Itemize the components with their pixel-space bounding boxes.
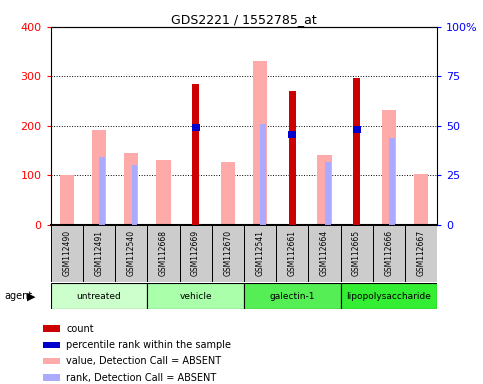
Text: GSM112491: GSM112491 — [95, 230, 103, 276]
Text: agent: agent — [5, 291, 33, 301]
Bar — [382, 110, 396, 225]
Bar — [221, 162, 235, 225]
Text: percentile rank within the sample: percentile rank within the sample — [66, 340, 231, 350]
Bar — [414, 174, 428, 225]
Bar — [253, 61, 267, 225]
Bar — [124, 153, 139, 225]
Bar — [276, 225, 308, 282]
Bar — [317, 156, 332, 225]
Bar — [51, 283, 147, 309]
Bar — [43, 374, 60, 381]
Text: GSM112664: GSM112664 — [320, 230, 329, 276]
Bar — [51, 225, 83, 282]
Bar — [147, 283, 244, 309]
Bar — [192, 124, 199, 131]
Bar — [43, 342, 60, 348]
Bar — [289, 91, 296, 225]
Bar — [131, 166, 137, 225]
Bar — [353, 126, 360, 133]
Bar — [192, 84, 199, 225]
Text: GSM112669: GSM112669 — [191, 230, 200, 276]
Bar — [99, 157, 105, 225]
Bar — [244, 283, 341, 309]
Bar — [353, 78, 360, 225]
Text: GSM112667: GSM112667 — [416, 230, 426, 276]
Bar — [92, 130, 106, 225]
Text: vehicle: vehicle — [179, 291, 212, 301]
Bar — [244, 225, 276, 282]
Bar — [260, 124, 266, 225]
Bar — [341, 225, 373, 282]
Bar — [180, 225, 212, 282]
Bar — [288, 131, 296, 138]
Text: galectin-1: galectin-1 — [270, 291, 315, 301]
Bar — [325, 162, 330, 225]
Text: GSM112665: GSM112665 — [352, 230, 361, 276]
Bar — [147, 225, 180, 282]
Bar — [405, 225, 437, 282]
Text: count: count — [66, 324, 94, 334]
Text: lipopolysaccharide: lipopolysaccharide — [346, 291, 431, 301]
Text: GSM112668: GSM112668 — [159, 230, 168, 276]
Bar — [83, 225, 115, 282]
Title: GDS2221 / 1552785_at: GDS2221 / 1552785_at — [171, 13, 317, 26]
Text: GSM112661: GSM112661 — [288, 230, 297, 276]
Text: GSM112670: GSM112670 — [223, 230, 232, 276]
Text: GSM112490: GSM112490 — [62, 230, 71, 276]
Text: GSM112541: GSM112541 — [256, 230, 265, 276]
Text: GSM112666: GSM112666 — [384, 230, 393, 276]
Text: untreated: untreated — [77, 291, 121, 301]
Bar — [115, 225, 147, 282]
Bar — [389, 138, 395, 225]
Bar — [43, 325, 60, 332]
Bar — [156, 161, 170, 225]
Text: value, Detection Call = ABSENT: value, Detection Call = ABSENT — [66, 356, 221, 366]
Text: rank, Detection Call = ABSENT: rank, Detection Call = ABSENT — [66, 372, 216, 382]
Bar — [373, 225, 405, 282]
Text: ▶: ▶ — [27, 291, 35, 301]
Bar — [341, 283, 437, 309]
Text: GSM112540: GSM112540 — [127, 230, 136, 276]
Bar — [43, 358, 60, 364]
Bar — [308, 225, 341, 282]
Bar — [212, 225, 244, 282]
Bar — [59, 175, 74, 225]
